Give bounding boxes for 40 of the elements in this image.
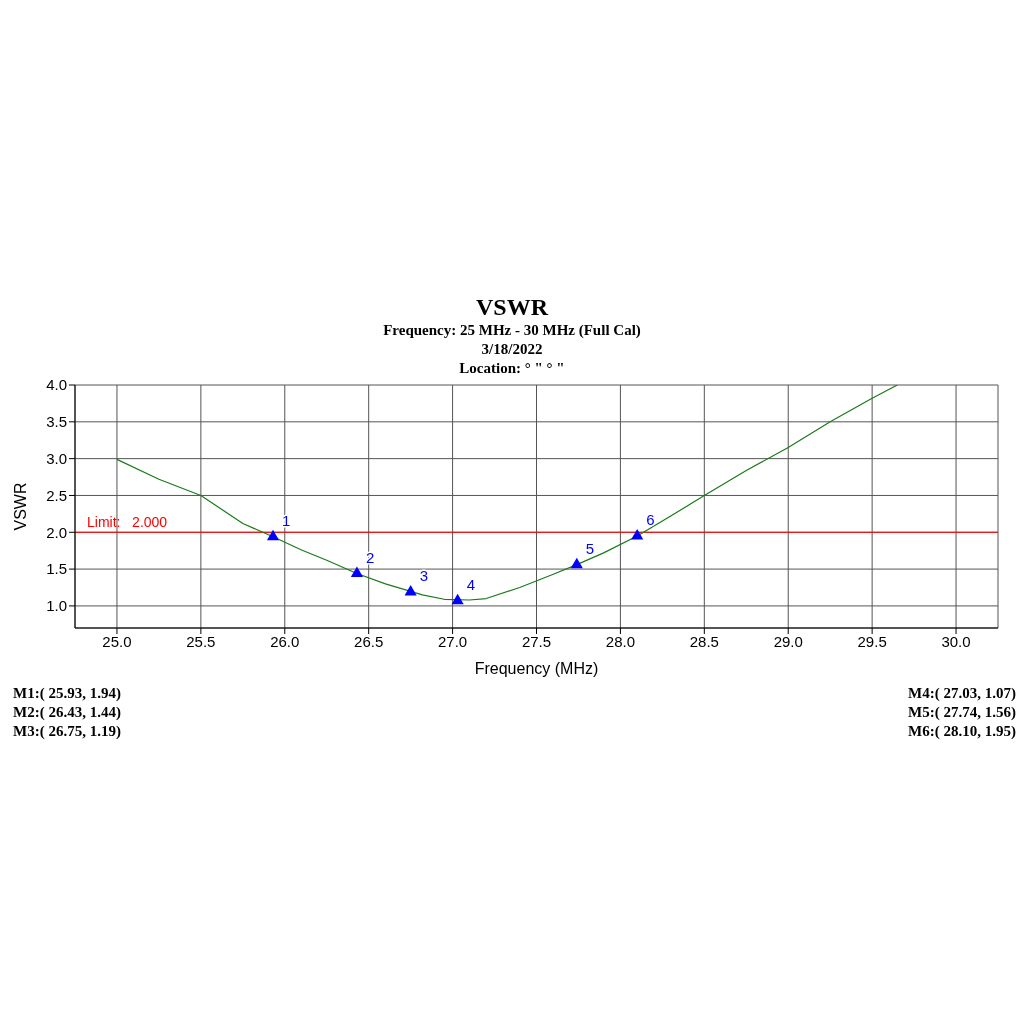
x-tick-label: 27.0 — [437, 632, 468, 650]
x-tick-label: 29.5 — [857, 632, 887, 650]
x-tick-label: 29.0 — [773, 632, 803, 650]
y-tick-label: 3.5 — [46, 413, 67, 431]
y-tick-label: 2.5 — [46, 486, 67, 504]
point — [404, 584, 417, 596]
text: M6:( 28.10, 1.95) — [908, 722, 1016, 741]
y-tick-label: 2.0 — [46, 523, 67, 541]
point — [350, 566, 364, 578]
x-tick-label: 27.5 — [521, 632, 552, 650]
annotation: 3 — [419, 566, 428, 584]
x-axis-title: Frequency (MHz) — [474, 660, 599, 677]
x-tick-label: 28.0 — [605, 632, 636, 650]
ref-line-label: Limit: 2.000 — [87, 514, 168, 531]
text: M5:( 27.74, 1.56) — [908, 703, 1016, 722]
text: M1:( 25.93, 1.94) — [13, 684, 121, 703]
x-tick-label: 26.5 — [354, 632, 384, 650]
annotation: 4 — [466, 575, 475, 593]
y-tick-label: 4.0 — [46, 376, 67, 394]
x-tick-label: 30.0 — [941, 632, 971, 650]
annotation: 1 — [282, 511, 291, 529]
text: M3:( 26.75, 1.19) — [13, 722, 121, 741]
x-tick-label: 25.0 — [102, 632, 132, 650]
text: M4:( 27.03, 1.07) — [908, 684, 1016, 703]
point — [570, 557, 583, 569]
x-tick-label: 28.5 — [689, 632, 719, 650]
y-tick-label: 1.0 — [46, 597, 67, 615]
chart-title: VSWR — [475, 293, 550, 321]
annotation: 5 — [585, 539, 595, 557]
y-tick-label: 1.5 — [46, 560, 67, 578]
point — [451, 593, 464, 605]
x-tick-label: 26.0 — [270, 632, 300, 650]
y-axis-title: VSWR — [11, 482, 29, 531]
chart-subtitle: Frequency: 25 MHz - 30 MHz (Full Cal) 3/18/2022 Location: ° " ° " — [382, 321, 642, 378]
y-tick-label: 3.0 — [46, 449, 67, 467]
x-tick-label: 25.5 — [186, 632, 216, 650]
text: M2:( 26.43, 1.44) — [13, 703, 121, 722]
annotation: 6 — [646, 510, 655, 528]
point — [266, 529, 280, 541]
point — [631, 528, 644, 540]
